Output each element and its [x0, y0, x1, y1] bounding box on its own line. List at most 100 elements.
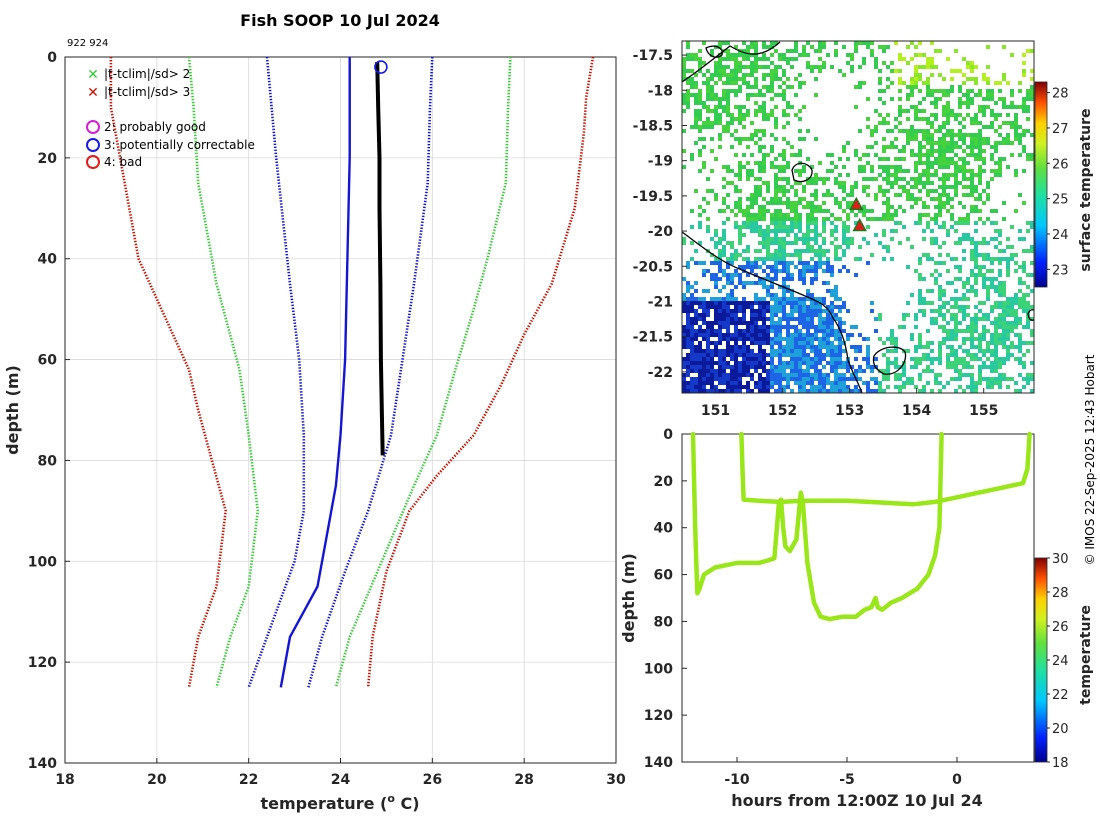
sst-cell: [818, 317, 822, 321]
sst-cell: [790, 341, 794, 345]
sst-cell: [970, 97, 974, 101]
sst-cell: [730, 69, 734, 73]
sst-cell: [766, 333, 770, 337]
sst-cell: [1006, 313, 1010, 317]
depth-time-xtick-label: -5: [839, 772, 855, 788]
sst-cell: [702, 329, 706, 333]
sst-cell: [774, 117, 778, 121]
sst-cell: [1026, 105, 1030, 109]
sst-cell: [722, 337, 726, 341]
sst-cell: [994, 341, 998, 345]
sst-cell: [1030, 333, 1034, 337]
sst-cell: [958, 157, 962, 161]
sst-cell: [782, 169, 786, 173]
sst-cell: [742, 349, 746, 353]
sst-cell: [918, 117, 922, 121]
sst-cell: [886, 177, 890, 181]
sst-cell: [702, 389, 706, 393]
sst-cell: [690, 85, 694, 89]
sst-cell: [962, 257, 966, 261]
sst-cell: [722, 105, 726, 109]
sst-cell: [954, 357, 958, 361]
sst-cell: [878, 217, 882, 221]
sst-cell: [822, 261, 826, 265]
sst-cell: [918, 361, 922, 365]
sst-cell: [706, 349, 710, 353]
sst-cell: [938, 309, 942, 313]
sst-cell: [1006, 81, 1010, 85]
map-colorbar-tick-label: 23: [1052, 263, 1069, 278]
sst-cell: [946, 329, 950, 333]
sst-cell: [986, 365, 990, 369]
sst-cell: [706, 189, 710, 193]
sst-cell: [974, 317, 978, 321]
sst-cell: [866, 185, 870, 189]
sst-cell: [826, 349, 830, 353]
sst-cell: [762, 325, 766, 329]
sst-cell: [746, 385, 750, 389]
sst-cell: [1030, 289, 1034, 293]
sst-cell: [846, 141, 850, 145]
sst-cell: [782, 297, 786, 301]
sst-cell: [714, 233, 718, 237]
sst-cell: [894, 173, 898, 177]
sst-cell: [710, 237, 714, 241]
sst-cell: [778, 93, 782, 97]
sst-cell: [746, 373, 750, 377]
sst-cell: [774, 269, 778, 273]
depth-time-colorbar-tick-label: 24: [1052, 654, 1069, 669]
sst-cell: [690, 257, 694, 261]
sst-cell: [954, 221, 958, 225]
sst-cell: [706, 377, 710, 381]
sst-cell: [682, 333, 686, 337]
sst-cell: [886, 165, 890, 169]
sst-cell: [842, 185, 846, 189]
sst-cell: [946, 157, 950, 161]
sst-cell: [746, 257, 750, 261]
sst-cell: [882, 233, 886, 237]
sst-cell: [962, 297, 966, 301]
sst-cell: [810, 229, 814, 233]
sst-cell: [810, 341, 814, 345]
sst-cell: [946, 209, 950, 213]
sst-cell: [962, 117, 966, 121]
sst-cell: [702, 385, 706, 389]
sst-cell: [718, 381, 722, 385]
sst-cell: [902, 169, 906, 173]
sst-cell: [1006, 321, 1010, 325]
sst-cell: [702, 301, 706, 305]
sst-cell: [742, 309, 746, 313]
sst-cell: [886, 209, 890, 213]
sst-cell: [754, 45, 758, 49]
sst-cell: [698, 341, 702, 345]
sst-cell: [694, 361, 698, 365]
sst-cell: [774, 377, 778, 381]
sst-cell: [798, 109, 802, 113]
sst-cell: [914, 357, 918, 361]
sst-cell: [694, 349, 698, 353]
sst-cell: [766, 257, 770, 261]
sst-cell: [766, 389, 770, 393]
sst-cell: [978, 333, 982, 337]
depth-time-colorbar-tick-label: 22: [1052, 688, 1069, 703]
sst-cell: [770, 241, 774, 245]
sst-cell: [734, 325, 738, 329]
sst-cell: [990, 285, 994, 289]
sst-cell: [726, 49, 730, 53]
sst-cell: [690, 77, 694, 81]
sst-cell: [790, 277, 794, 281]
sst-cell: [726, 121, 730, 125]
sst-cell: [998, 385, 1002, 389]
sst-cell: [706, 329, 710, 333]
sst-cell: [802, 345, 806, 349]
sst-cell: [682, 329, 686, 333]
sst-cell: [758, 213, 762, 217]
sst-cell: [754, 41, 758, 45]
sst-cell: [838, 185, 842, 189]
sst-cell: [850, 189, 854, 193]
sst-cell: [774, 209, 778, 213]
sst-cell: [938, 305, 942, 309]
sst-cell: [914, 269, 918, 273]
sst-cell: [902, 149, 906, 153]
sst-cell: [1006, 265, 1010, 269]
